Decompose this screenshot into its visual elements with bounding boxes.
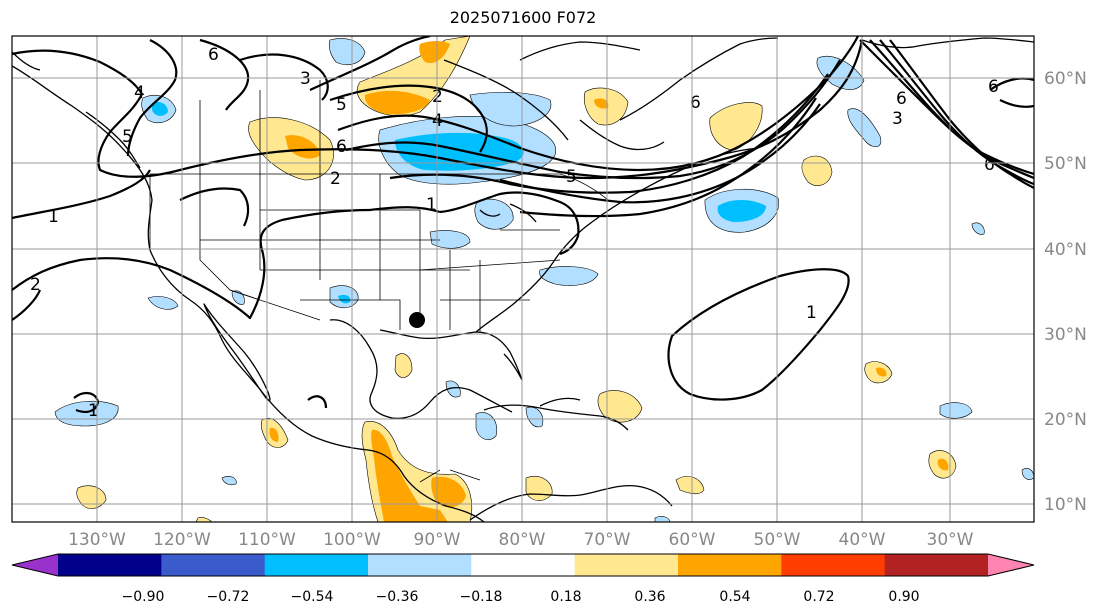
latitude-labels: 60°N 50°N 40°N 30°N 20°N 10°N [1044, 69, 1087, 515]
lon-label: 130°W [68, 530, 126, 550]
lon-label: 120°W [153, 530, 211, 550]
contour-label: 6 [336, 137, 347, 157]
colorbar-segment [58, 554, 162, 576]
lon-label: 60°W [669, 530, 716, 550]
location-marker [409, 312, 425, 328]
colorbar-segment [574, 554, 679, 576]
contour-label: 6 [984, 155, 995, 175]
lon-label: 110°W [238, 530, 296, 550]
colorbar-segment [884, 554, 989, 576]
contour-label: 6 [896, 89, 907, 109]
contour-label: 5 [566, 167, 577, 187]
colorbar-tick-label: 0.18 [550, 589, 581, 605]
colorbar-tick-label: −0.36 [376, 589, 419, 605]
lon-label: 70°W [584, 530, 631, 550]
contour-label: 5 [122, 127, 133, 147]
lat-label: 10°N [1044, 495, 1087, 515]
colorbar-tick-label: −0.18 [460, 589, 503, 605]
colorbar-segment [471, 554, 576, 576]
lon-label: 40°W [839, 530, 886, 550]
colorbar-tick-label: 0.36 [634, 589, 665, 605]
colorbar-extend-low [12, 554, 58, 576]
colorbar-segment [781, 554, 886, 576]
contour-label: 1 [48, 207, 59, 227]
political-borders [149, 80, 609, 483]
positive-anomaly-shading [76, 36, 957, 522]
contour-lines [12, 36, 1034, 413]
colorbar-segment [161, 554, 266, 576]
colorbar-tick-label: 0.54 [719, 589, 750, 605]
lat-label: 30°N [1044, 325, 1087, 345]
map-panel: 1 1 1 1 2 2 2 3 3 4 4 5 5 5 6 6 6 6 6 6 [12, 36, 1034, 522]
colorbar-tick-label: 0.72 [803, 589, 834, 605]
colorbar-ticks: −0.90 −0.72 −0.54 −0.36 −0.18 0.18 0.36 … [122, 589, 920, 605]
contour-label: 1 [426, 195, 437, 215]
contour-label: 6 [690, 93, 701, 113]
colorbar-extend-high [988, 554, 1034, 576]
contour-label: 2 [330, 169, 341, 189]
contour-label: 6 [208, 45, 219, 65]
colorbar-tick-label: −0.54 [291, 589, 334, 605]
lon-label: 50°W [754, 530, 801, 550]
negative-anomaly-shading [54, 38, 1034, 522]
contour-label: 1 [806, 303, 817, 323]
map-frame [11, 35, 1035, 523]
contour-label: 3 [892, 109, 903, 129]
lon-label: 80°W [499, 530, 546, 550]
contour-label: 1 [88, 401, 99, 421]
lat-label: 60°N [1044, 69, 1087, 89]
colorbar-outline [11, 553, 1035, 577]
colorbar-segment [678, 554, 782, 576]
contour-label: 6 [988, 77, 999, 97]
graticule [12, 36, 1034, 522]
lon-label: 90°W [414, 530, 461, 550]
contour-label: 3 [300, 69, 311, 89]
longitude-labels: 130°W 120°W 110°W 100°W 90°W 80°W 70°W 6… [68, 530, 974, 550]
lat-label: 20°N [1044, 410, 1087, 430]
colorbar-segment [368, 554, 472, 576]
colorbar-segment [264, 554, 369, 576]
lat-label: 40°N [1044, 240, 1087, 260]
contour-label: 5 [336, 95, 347, 115]
colorbar-tick-label: −0.90 [122, 589, 165, 605]
colorbar-tick-label: 0.90 [888, 589, 919, 605]
lat-label: 50°N [1044, 154, 1087, 174]
contour-label: 4 [134, 83, 145, 103]
map-title: 2025071600 F072 [449, 8, 597, 27]
colorbar-tick-label: −0.72 [207, 589, 250, 605]
contour-label: 2 [30, 275, 41, 295]
lon-label: 100°W [323, 530, 381, 550]
colorbar [11, 553, 1035, 577]
lon-label: 30°W [927, 530, 974, 550]
